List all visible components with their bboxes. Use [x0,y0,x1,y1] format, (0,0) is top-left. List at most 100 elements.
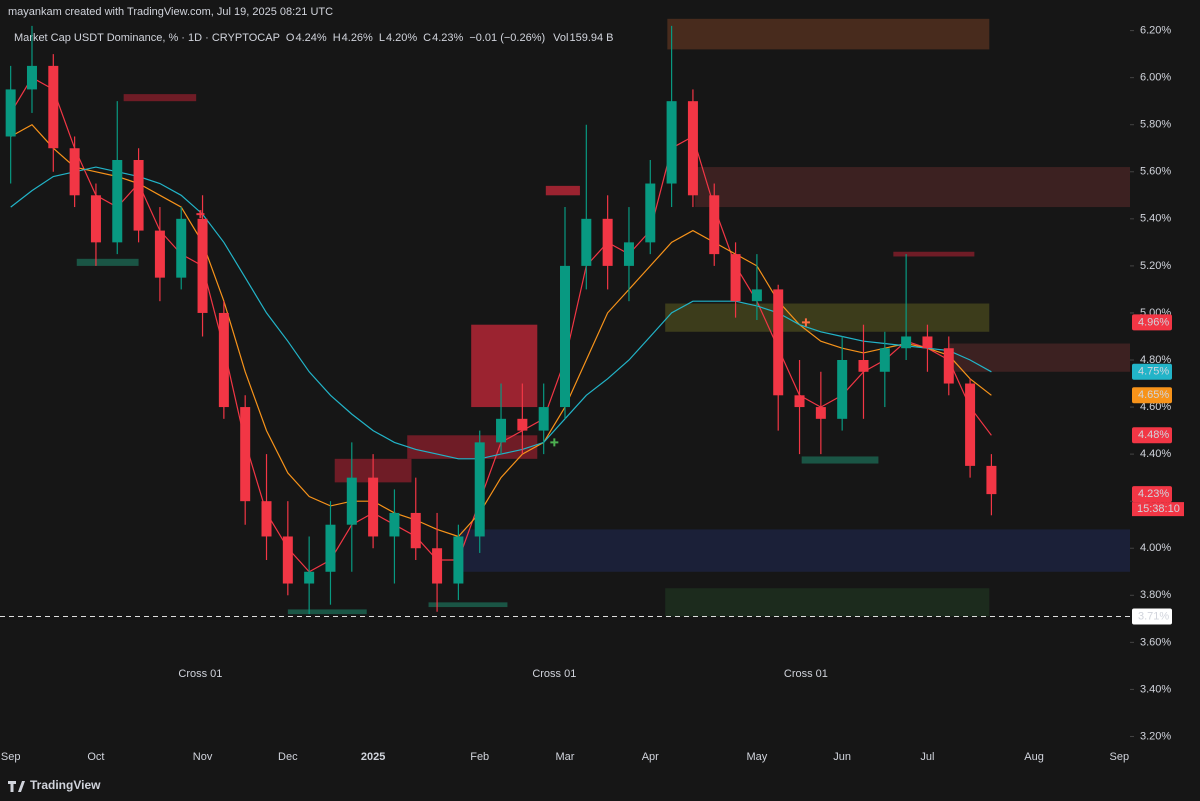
legend-text: 4.26% [342,32,373,44]
footer-logo: TradingView [8,778,101,792]
candle-body [986,465,997,495]
legend-text: 4.24% [295,32,326,44]
price-tag-label: 3.71% [1138,610,1169,622]
candle-body [538,407,549,431]
candle-body [517,418,528,431]
candle-body [879,348,890,372]
candle-body [389,512,400,537]
x-tick-label: Apr [642,751,659,763]
candle-body [623,242,634,266]
candle-body [965,383,976,466]
candle-body [730,254,741,302]
logo-icon [8,781,25,792]
price-tag-label: 4.48% [1138,429,1169,441]
zone [948,343,1130,372]
y-tick-label: 3.80% [1140,589,1171,601]
legend-text: C [423,32,431,44]
price-tag [1132,387,1172,404]
y-tick-label: 5.40% [1140,213,1171,225]
candle-body [474,442,485,537]
price-tag-label: 4.96% [1138,316,1169,328]
x-tick-label: Feb [470,751,489,763]
candle-body [837,360,848,419]
zone [407,435,538,459]
zone [667,18,990,50]
candle-body [432,548,443,584]
candle-body [496,418,507,443]
cross-marker [196,210,205,219]
candle-body [261,501,272,537]
y-tick-label: 4.80% [1140,354,1171,366]
zone [471,324,538,408]
candle-body [26,65,37,90]
legend-text: Market Cap USDT Dominance, % · 1D · CRYP… [14,32,280,44]
candle-body [197,218,208,313]
legend-text: 159.94 B [569,32,613,44]
zone [695,167,1130,208]
price-tag-label: 4.23% [1138,488,1169,500]
x-tick-label: Sep [1110,751,1130,763]
price-tag [1132,486,1172,503]
zone [428,602,508,608]
x-tick-label: Jul [920,751,934,763]
price-tag-label: 4.65% [1138,389,1169,401]
zone [801,456,879,464]
candle-body [282,536,293,584]
candle-body [751,289,762,302]
candle-body [368,477,379,537]
price-tag [1132,427,1172,444]
cross-label: Cross 01 [784,668,828,680]
candle-body [133,160,144,231]
zone [287,609,367,615]
legend-text: H [333,32,341,44]
zone [665,303,990,332]
candle-body [581,218,592,266]
candle-body [154,230,165,278]
y-tick-label: 6.00% [1140,72,1171,84]
candle-body [922,336,933,349]
y-tick-label: 5.80% [1140,119,1171,131]
candle-body [858,360,869,372]
legend-text: 4.23% [432,32,463,44]
zone [460,529,1130,572]
legend-text: L [379,32,385,44]
y-tick-label: 5.60% [1140,166,1171,178]
candle-body [815,407,826,419]
candle-body [176,218,187,278]
x-tick-label: Mar [556,751,575,763]
candle-body [666,101,677,184]
candle-body [794,395,805,408]
candle-body [901,336,912,349]
moving-average [10,123,992,538]
x-tick-label: Dec [278,751,298,763]
candle-body [69,148,80,196]
y-tick-label: 3.20% [1140,730,1171,742]
candle-body [5,89,16,137]
y-tick-label: 6.20% [1140,24,1171,36]
candle-body [560,265,570,408]
x-tick-label: 2025 [361,751,385,763]
x-tick-label: Nov [193,751,213,763]
candle-body [48,65,59,149]
candle-body [645,183,656,243]
candle-body [453,536,464,584]
legend-text: 4.20% [386,32,417,44]
y-tick-label: 4.00% [1140,542,1171,554]
candle-body [346,477,357,525]
x-tick-label: Sep [1,751,21,763]
price-tag [1132,363,1172,380]
zone [665,588,990,617]
y-tick-label: 3.60% [1140,636,1171,648]
zone [545,185,580,196]
y-tick-label: 4.40% [1140,448,1171,460]
cross-label: Cross 01 [532,668,576,680]
candle-body [325,524,336,572]
price-tag [1132,314,1172,331]
cross-label: Cross 01 [178,668,222,680]
legend-text: Vol [553,32,568,44]
y-tick-label: 4.60% [1140,401,1171,413]
candle-body [410,512,421,549]
candle-body [602,218,613,266]
